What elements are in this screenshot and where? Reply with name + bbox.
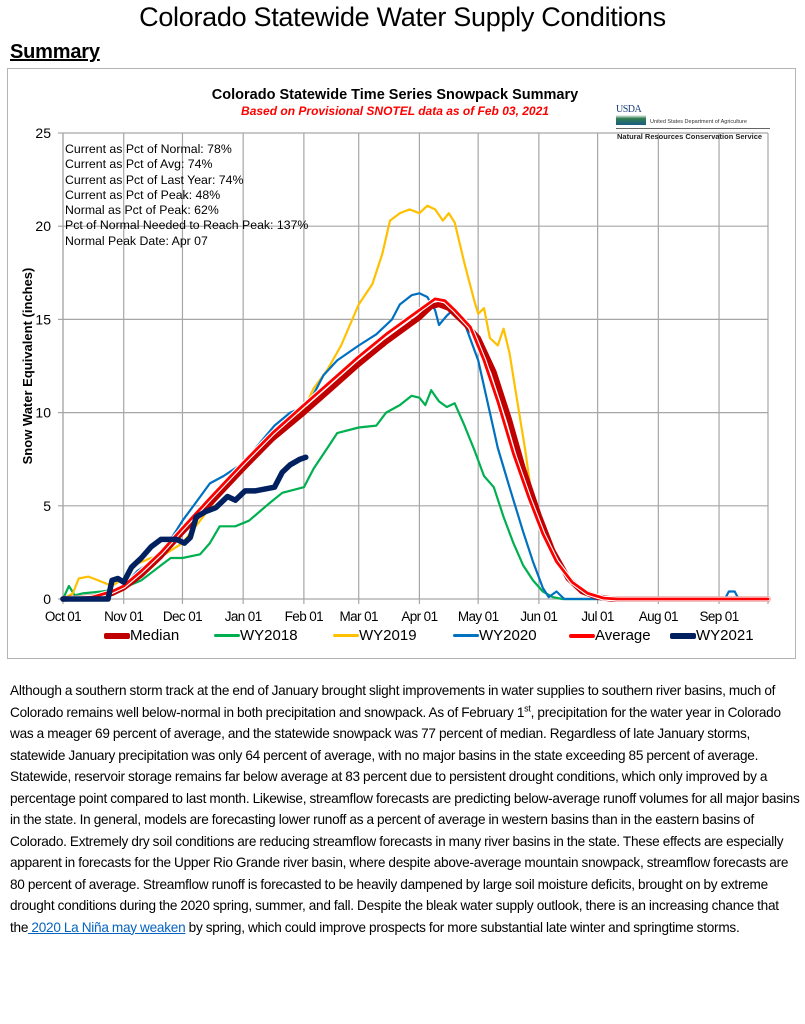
y-tick-label: 10	[35, 405, 51, 421]
legend-item-median: Median	[104, 627, 179, 644]
series-line-wy2020	[61, 292, 770, 601]
stat-pct-of-avg: Current as Pct of Avg: 74%	[65, 157, 213, 172]
chart-series-lines	[60, 204, 771, 602]
legend-label: WY2020	[479, 627, 537, 644]
x-tick-label: Sep 01	[699, 609, 738, 624]
y-tick-label: 0	[43, 591, 51, 607]
paragraph-text-1: Although a southern storm track at the e…	[10, 683, 776, 720]
chart-legend: Median WY2018 WY2019 WY2020 Average WY20…	[0, 627, 805, 649]
x-tick-label: Oct 01	[45, 609, 81, 624]
ordinal-suffix: st	[524, 702, 531, 713]
legend-item-average: Average	[569, 627, 651, 644]
stat-pct-of-normal: Current as Pct of Normal: 78%	[65, 142, 232, 156]
section-heading-summary: Summary	[10, 41, 100, 63]
legend-item-wy2021: WY2021	[670, 627, 754, 644]
legend-swatch-wy2021	[670, 632, 696, 639]
x-tick-label: May 01	[458, 609, 499, 624]
x-tick-label: Nov 01	[104, 609, 143, 624]
x-axis-ticks: Oct 01 Nov 01 Dec 01 Jan 01 Feb 01 Mar 01 Apr …	[45, 609, 739, 624]
x-tick-label: Jun 01	[520, 609, 557, 624]
legend-label: WY2019	[359, 627, 417, 644]
x-tick-label: Apr 01	[401, 609, 437, 624]
legend-label: WY2018	[240, 627, 298, 644]
stat-pct-of-peak: Current as Pct of Peak: 48%	[65, 187, 221, 202]
snowpack-stats-box: Current as Pct of Normal: 78% Current as…	[65, 142, 308, 249]
legend-label: Median	[130, 627, 180, 644]
series-line-average	[61, 297, 770, 601]
legend-swatch-wy2018	[214, 634, 240, 637]
y-tick-label: 25	[35, 125, 51, 141]
la-nina-link[interactable]: 2020 La Niña may weaken	[28, 919, 186, 935]
usda-nrcs-logo: USDA United States Department of Agricul…	[614, 104, 774, 148]
y-tick-label: 15	[35, 311, 51, 327]
y-tick-label: 20	[35, 218, 51, 234]
series-line-wy2021	[60, 454, 309, 602]
document-title: Colorado Statewide Water Supply Conditio…	[139, 2, 666, 32]
nrcs-agency-name: Natural Resources Conservation Service	[617, 132, 763, 141]
series-average-halo	[60, 296, 771, 602]
usda-logo-mark: USDA	[616, 104, 642, 115]
legend-swatch-wy2020	[453, 634, 479, 637]
chart-grid	[58, 132, 769, 604]
stat-normal-peak-date: Normal Peak Date: Apr 07	[65, 233, 208, 248]
x-tick-label: Feb 01	[285, 609, 324, 624]
legend-item-wy2018: WY2018	[214, 627, 298, 644]
legend-item-wy2019: WY2019	[333, 627, 417, 644]
chart-subtitle: Based on Provisional SNOTEL data as of F…	[241, 104, 549, 118]
legend-swatch-average	[569, 633, 595, 638]
legend-item-wy2020: WY2020	[453, 627, 537, 644]
stat-normal-pct-of-peak: Normal as Pct of Peak: 62%	[65, 203, 219, 218]
y-axis-label: Snow Water Equivalent (inches)	[20, 268, 35, 465]
series-line-median	[60, 301, 771, 602]
logo-divider	[616, 128, 770, 129]
legend-swatch-median	[104, 632, 130, 639]
chart-title: Colorado Statewide Time Series Snowpack …	[211, 87, 579, 103]
paragraph-text-3: by spring, which could improve prospects…	[185, 919, 740, 935]
x-tick-label: Jul 01	[581, 609, 614, 624]
y-axis-ticks: 0 5 10 15 20 25	[35, 125, 51, 607]
stat-pct-needed-to-peak: Pct of Normal Needed to Reach Peak: 137%	[65, 218, 309, 233]
x-tick-label: Dec 01	[163, 609, 202, 624]
usda-logo-icon	[616, 115, 646, 125]
summary-paragraph: Although a southern storm track at the e…	[10, 680, 800, 938]
snowpack-chart: 0 5 10 15 20 25 Oct 01 Nov 01 Dec 01 Jan 01 Feb 0…	[20, 125, 771, 624]
series-line-wy2018	[61, 389, 770, 601]
x-tick-label: Mar 01	[339, 609, 378, 624]
legend-swatch-wy2019	[333, 634, 359, 637]
x-tick-label: Aug 01	[639, 609, 678, 624]
stat-pct-of-last-year: Current as Pct of Last Year: 74%	[65, 172, 244, 187]
legend-label: Average	[595, 627, 651, 644]
paragraph-text-2: , precipitation for the water year in Co…	[10, 704, 800, 935]
legend-label: WY2021	[696, 627, 754, 644]
y-tick-label: 5	[43, 498, 51, 514]
usda-department-name: United States Department of Agriculture	[650, 119, 747, 125]
x-tick-label: Jan 01	[225, 609, 262, 624]
